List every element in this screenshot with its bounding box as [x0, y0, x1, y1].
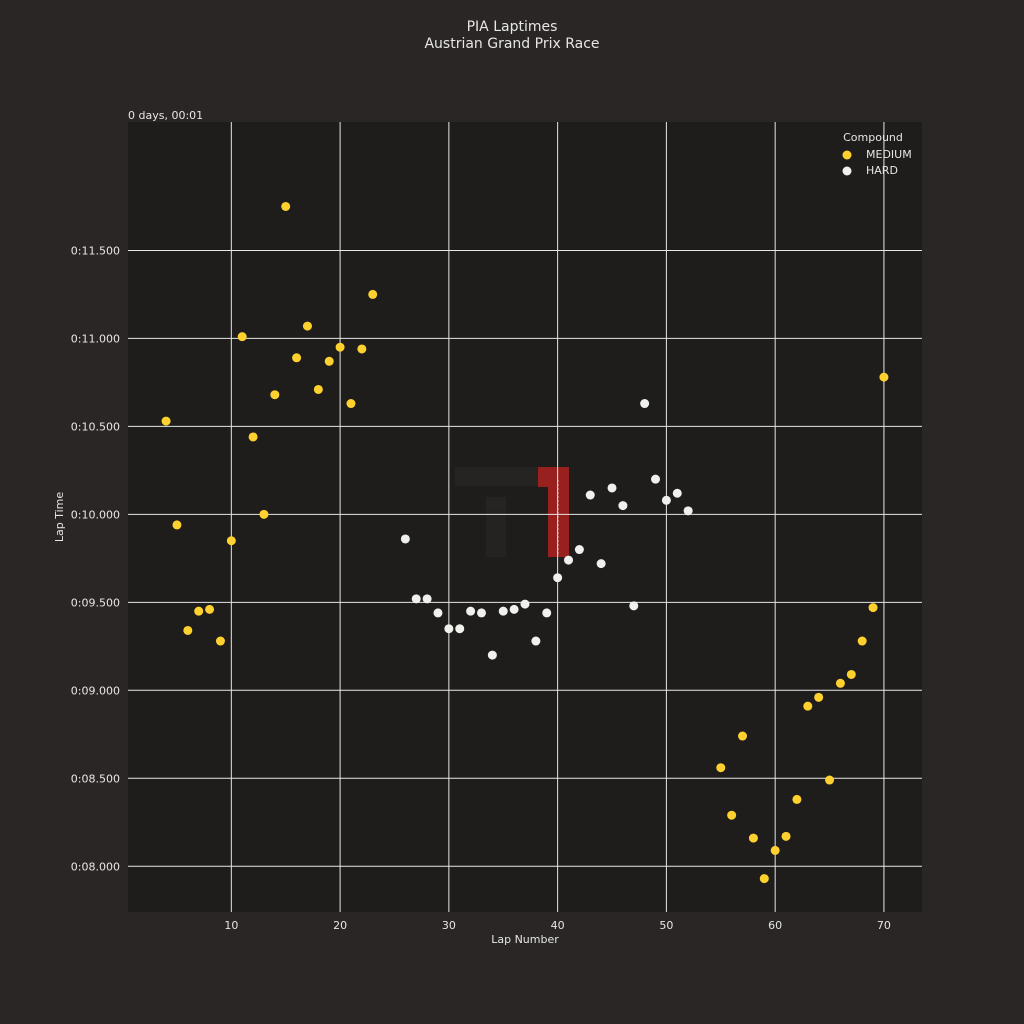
data-point-medium — [237, 332, 247, 342]
data-point-medium — [324, 356, 334, 366]
x-tick-label: 60 — [768, 919, 782, 932]
data-point-medium — [226, 536, 236, 546]
data-point-hard — [476, 608, 486, 618]
data-point-medium — [281, 201, 291, 211]
y-tick-label: 0:10.500 — [71, 420, 120, 433]
data-point-medium — [792, 794, 802, 804]
data-points — [161, 201, 889, 884]
axis-ticks: 10 20 30 40 50 60 70 0:08.000 0:08.500 0:09.000 0:… — [71, 244, 891, 932]
legend-label-hard[interactable]: HARD — [866, 164, 898, 177]
x-tick-label: 30 — [442, 919, 456, 932]
y-tick-label: 0:09.000 — [71, 684, 120, 697]
x-tick-label: 40 — [551, 919, 565, 932]
data-point-medium — [335, 342, 345, 352]
data-point-hard — [487, 650, 497, 660]
data-point-medium — [357, 344, 367, 354]
data-point-hard — [651, 474, 661, 484]
x-tick-label: 20 — [333, 919, 347, 932]
data-point-medium — [781, 831, 791, 841]
data-point-medium — [879, 372, 889, 382]
x-tick-label: 10 — [224, 919, 238, 932]
data-point-medium — [215, 636, 225, 646]
watermark-logo — [455, 467, 569, 557]
data-point-medium — [825, 775, 835, 785]
data-point-hard — [672, 488, 682, 498]
legend-title: Compound — [843, 131, 903, 144]
x-tick-label: 70 — [877, 919, 891, 932]
data-point-hard — [542, 608, 552, 618]
data-point-hard — [661, 495, 671, 505]
data-point-hard — [618, 501, 628, 511]
x-tick-label: 50 — [659, 919, 673, 932]
data-point-hard — [520, 599, 530, 609]
chart-subtitle: Austrian Grand Prix Race — [424, 36, 599, 52]
data-point-medium — [759, 874, 769, 884]
data-point-medium — [868, 603, 878, 613]
data-point-medium — [846, 669, 856, 679]
y-axis-label: Lap Time — [53, 492, 66, 543]
data-point-medium — [292, 353, 302, 363]
data-point-hard — [564, 555, 574, 565]
y-tick-label: 0:08.000 — [71, 860, 120, 873]
chart-title: PIA Laptimes — [467, 19, 558, 35]
data-point-hard — [466, 606, 476, 616]
y-tick-label: 0:09.500 — [71, 596, 120, 609]
data-point-medium — [194, 606, 204, 616]
data-point-medium — [835, 678, 845, 688]
data-point-medium — [814, 692, 824, 702]
data-point-hard — [531, 636, 541, 646]
data-point-medium — [368, 289, 378, 299]
data-point-hard — [411, 594, 421, 604]
data-point-medium — [716, 763, 726, 773]
legend-label-medium[interactable]: MEDIUM — [866, 148, 912, 161]
data-point-medium — [259, 509, 269, 519]
legend[interactable]: Compound MEDIUM HARD — [842, 131, 912, 177]
data-point-medium — [770, 845, 780, 855]
data-point-medium — [857, 636, 867, 646]
data-point-hard — [629, 601, 639, 611]
data-point-hard — [498, 606, 508, 616]
data-point-hard — [455, 624, 465, 634]
data-point-medium — [248, 432, 258, 442]
watermark-bar-left — [486, 497, 506, 557]
data-point-hard — [433, 608, 443, 618]
plot-area — [128, 122, 922, 912]
data-point-hard — [585, 490, 595, 500]
data-point-hard — [422, 594, 432, 604]
y-tick-label: 0:10.000 — [71, 508, 120, 521]
watermark-bar-top — [455, 467, 539, 486]
data-point-medium — [313, 384, 323, 394]
data-point-medium — [183, 625, 193, 635]
data-point-hard — [574, 545, 584, 555]
y-tick-label: 0:11.000 — [71, 332, 120, 345]
data-point-medium — [738, 731, 748, 741]
y-tick-label: 0:08.500 — [71, 772, 120, 785]
data-point-medium — [270, 390, 280, 400]
data-point-medium — [748, 833, 758, 843]
data-point-medium — [205, 604, 215, 614]
data-point-hard — [553, 573, 563, 583]
data-point-medium — [803, 701, 813, 711]
data-point-hard — [683, 506, 693, 516]
data-point-medium — [161, 416, 171, 426]
data-point-hard — [509, 604, 519, 614]
data-point-hard — [607, 483, 617, 493]
data-point-hard — [596, 559, 606, 569]
legend-marker-hard — [842, 166, 852, 176]
x-axis-label: Lap Number — [491, 933, 559, 946]
data-point-medium — [727, 810, 737, 820]
data-point-hard — [640, 399, 650, 409]
y-tick-label: 0:11.500 — [71, 244, 120, 257]
data-point-medium — [172, 520, 182, 530]
data-point-medium — [346, 399, 356, 409]
y-offset-label: 0 days, 00:01 — [128, 109, 203, 122]
legend-marker-medium — [842, 150, 852, 160]
data-point-hard — [400, 534, 410, 544]
data-point-hard — [444, 624, 454, 634]
data-point-medium — [302, 321, 312, 331]
